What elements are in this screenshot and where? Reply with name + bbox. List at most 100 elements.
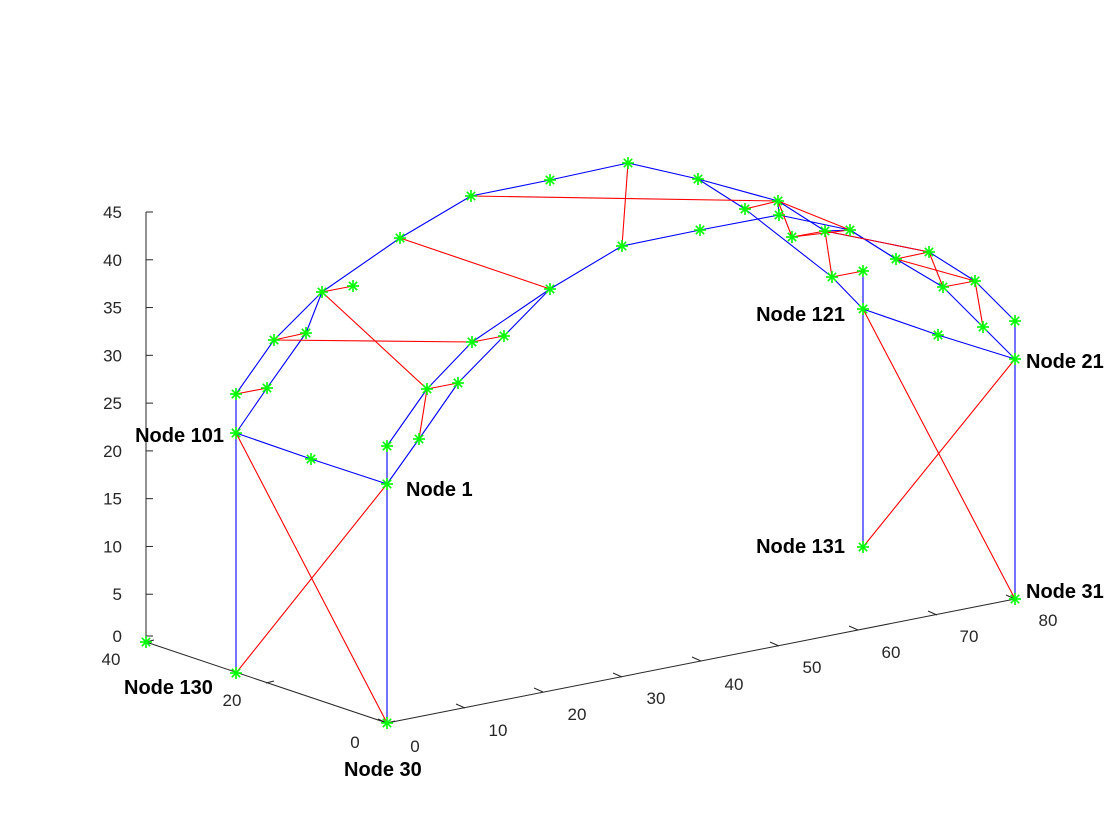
z-tick-label: 45	[103, 203, 122, 222]
x-tick-label: 10	[489, 721, 508, 740]
node-marker	[498, 330, 510, 342]
x-tick-label: 40	[725, 675, 744, 694]
bracing-line	[471, 335, 505, 343]
member-line	[386, 388, 428, 447]
member-line	[235, 432, 312, 460]
member-line	[471, 288, 551, 343]
node-marker	[1009, 353, 1021, 365]
node-marker	[857, 303, 869, 315]
x-tick-mark	[533, 687, 544, 693]
member-line	[470, 179, 551, 197]
node-label-1: Node 1	[406, 479, 473, 501]
node-label-21: Node 21	[1026, 351, 1104, 373]
bracing-line	[942, 280, 976, 288]
x-tick-mark	[927, 610, 938, 616]
member-line	[418, 382, 459, 440]
bracing-line	[235, 387, 268, 395]
node-marker	[394, 232, 406, 244]
bracing-line	[273, 339, 473, 343]
y-tick-label: 40	[102, 650, 121, 669]
bracing-line	[862, 308, 1016, 600]
node-marker	[305, 453, 317, 465]
node-marker	[772, 195, 784, 207]
node-marker	[268, 334, 280, 346]
member-line	[699, 214, 780, 231]
node-marker	[230, 667, 242, 679]
node-label-101: Node 101	[135, 425, 224, 447]
member-line	[697, 178, 779, 202]
member-line	[273, 291, 323, 341]
node-marker	[616, 240, 628, 252]
axes: 0 5 10 15 20 25 30 35 40 45 0 10 20 30 40 50 60 70 80 0 20 40	[102, 203, 1058, 756]
node-marker	[140, 636, 152, 648]
node-marker	[932, 329, 944, 341]
bracing-line	[824, 230, 833, 278]
member-line	[321, 237, 401, 293]
y-tick-label: 20	[223, 691, 242, 710]
node-marker	[413, 433, 425, 445]
blue-members	[235, 162, 1016, 723]
node-marker	[844, 224, 856, 236]
bracing-line	[418, 388, 428, 440]
bracing-line	[824, 230, 930, 253]
bracing-line	[974, 280, 984, 328]
node-marker	[230, 427, 242, 439]
node-marker	[739, 203, 751, 215]
member-line	[942, 286, 984, 328]
z-tick-label: 40	[103, 251, 122, 270]
member-line	[862, 308, 939, 336]
member-line	[777, 200, 826, 232]
node-marker	[937, 281, 949, 293]
node-marker	[857, 265, 869, 277]
node-label-130: Node 130	[124, 677, 213, 699]
z-tick-label: 30	[103, 346, 122, 365]
node-labels: Node 1 Node 21 Node 30 Node 31 Node 101 Node …	[124, 304, 1104, 781]
node-label-121: Node 121	[756, 304, 845, 326]
member-line	[831, 276, 864, 310]
member-line	[457, 335, 505, 384]
member-line	[426, 341, 473, 390]
z-tick-label: 20	[103, 442, 122, 461]
x-tick-label: 60	[882, 643, 901, 662]
bracing-line	[791, 229, 851, 238]
node-marker	[694, 224, 706, 236]
node-marker	[819, 225, 831, 237]
x-tick-mark	[848, 625, 859, 631]
node-marker	[692, 173, 704, 185]
node-marker	[544, 283, 556, 295]
member-line	[778, 214, 851, 231]
z-tick-label: 15	[103, 490, 122, 509]
member-line	[744, 208, 833, 278]
member-line	[549, 162, 629, 181]
node-marker	[890, 253, 902, 265]
node-marker	[300, 327, 312, 339]
node-marker	[381, 717, 393, 729]
member-line	[399, 195, 472, 239]
y-tick-label: 0	[350, 733, 359, 752]
x-tick-mark	[769, 641, 780, 647]
node-marker	[347, 280, 359, 292]
node-marker	[622, 157, 634, 169]
bracing-line	[928, 251, 944, 288]
x-tick-label: 0	[410, 737, 419, 756]
node-markers	[140, 157, 1021, 729]
node-marker	[969, 275, 981, 287]
member-line	[627, 162, 699, 180]
node-marker	[316, 286, 328, 298]
bracing-line	[273, 332, 307, 341]
x-tick-label: 30	[647, 689, 666, 708]
red-members	[235, 162, 1016, 724]
node-marker	[261, 382, 273, 394]
x-tick-mark	[691, 656, 702, 662]
bracing-line	[895, 258, 976, 282]
bracing-line	[791, 230, 826, 238]
member-line	[266, 332, 307, 389]
bracing-line	[831, 270, 864, 278]
member-line	[305, 291, 323, 334]
node-label-31: Node 31	[1026, 581, 1104, 603]
z-tick-label: 25	[103, 394, 122, 413]
z-tick-label: 5	[113, 585, 122, 604]
x-tick-label: 50	[803, 658, 822, 677]
member-line	[928, 251, 976, 282]
